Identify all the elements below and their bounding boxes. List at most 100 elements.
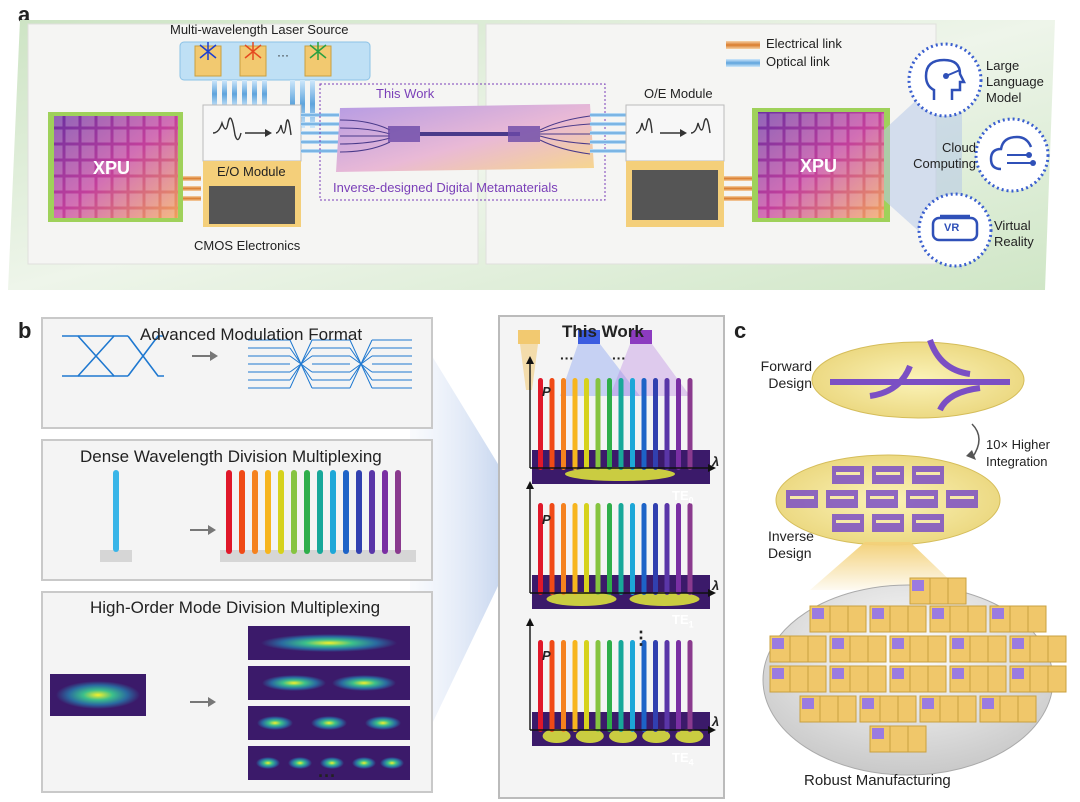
dwdm-title: Dense Wavelength Division Multiplexing — [80, 447, 382, 466]
panel-a-illustration — [8, 20, 1055, 290]
wdm-rod — [630, 503, 635, 595]
wafer-chip-pad — [772, 668, 784, 679]
mode-label-te4: TE4 — [672, 750, 694, 768]
inverse-block-slot — [876, 472, 900, 475]
cloud-circuit-icon — [989, 135, 1036, 171]
wafer-chip-pad — [922, 698, 934, 709]
dwdm-rod — [343, 470, 349, 554]
wafer-chip-pad — [952, 668, 964, 679]
inverse-block-slot — [916, 472, 940, 475]
inverse-block-slot — [876, 520, 900, 523]
wafer-chip-pad — [912, 580, 924, 591]
inverse-block-slot — [836, 520, 860, 523]
wafer-chip-pad — [772, 638, 784, 649]
wdm-rod — [572, 640, 578, 732]
vr-headset-icon: VR — [930, 214, 980, 244]
dwdm-rod — [369, 470, 375, 554]
wdm-rod — [561, 503, 566, 595]
this-work-dots-2: ··· — [612, 350, 626, 366]
wdm-rod — [664, 378, 670, 470]
wdm-rod — [664, 640, 670, 732]
app-vr-label: Virtual Reality — [994, 218, 1034, 249]
dwdm-rod — [330, 470, 336, 554]
p-axis-arrow — [526, 356, 534, 364]
wafer-chip-pad — [802, 698, 814, 709]
wafer-chips — [769, 577, 1067, 753]
wdm-rod — [584, 503, 589, 595]
wdm-rod — [653, 503, 658, 595]
wdm-rod — [653, 378, 658, 470]
mode-lobe — [642, 729, 671, 743]
ai-head-icon — [924, 58, 967, 100]
wdm-rod — [538, 503, 543, 595]
wafer-chip-pad — [812, 608, 824, 619]
wdm-rod — [561, 378, 566, 470]
advanced-modulation-title: Advanced Modulation Format — [140, 325, 363, 344]
laser-source-label: Multi-wavelength Laser Source — [170, 22, 349, 37]
dwdm-rod — [395, 470, 401, 554]
wafer-chip-pad — [1012, 638, 1024, 649]
wafer-chip-pad — [872, 728, 884, 739]
wdm-rod — [676, 378, 681, 470]
this-work-label: This Work — [376, 86, 435, 101]
wdm-rod — [549, 640, 555, 732]
panel-c-illustration — [762, 338, 1067, 776]
dwdm-rod — [226, 470, 232, 554]
wafer-chip-pad — [832, 668, 844, 679]
wdm-rod — [664, 503, 670, 595]
lambda-axis-label-1: λ — [712, 454, 720, 469]
mode-lobe — [675, 729, 704, 743]
wafer-chip-pad — [952, 638, 964, 649]
p-axis-arrow — [526, 481, 534, 489]
wdm-rod — [595, 640, 601, 732]
mode-lobe — [542, 729, 571, 743]
wafer-chip-pad — [832, 638, 844, 649]
dwdm-rod — [382, 470, 388, 554]
app-cloud-label: Cloud Computing — [913, 140, 976, 171]
lambda-axis-arrow — [708, 464, 716, 472]
wdm-rod — [676, 640, 681, 732]
wdm-rod — [607, 503, 612, 595]
wdm-rod — [549, 378, 555, 470]
mode-lobe — [629, 592, 700, 606]
inverse-block-slot — [830, 496, 854, 499]
wdm-rod — [641, 378, 647, 470]
wdm-rod — [641, 640, 647, 732]
wdm-rod — [595, 503, 601, 595]
manufacturing-label: Robust Manufacturing — [804, 772, 951, 789]
p-axis-label-1: P — [542, 384, 551, 399]
oe-module-label: O/E Module — [644, 86, 713, 101]
mdm-title: High-Order Mode Division Multiplexing — [90, 598, 381, 617]
vr-badge: VR — [944, 222, 960, 234]
legend-optical: Optical link — [766, 54, 830, 69]
wdm-rod — [687, 503, 693, 595]
p-axis-label-2: P — [542, 512, 551, 527]
inverse-design-blocks — [786, 466, 978, 532]
mode-lobe — [565, 467, 675, 481]
dwdm-rod — [252, 470, 258, 554]
p-axis-arrow — [526, 618, 534, 626]
wafer-chip-pad — [932, 608, 944, 619]
wdm-rod — [618, 640, 624, 732]
lambda-axis-arrow — [708, 726, 716, 734]
wdm-rod — [538, 378, 543, 470]
forward-design-label: Forward Design — [760, 358, 812, 391]
wdm-rod — [607, 640, 612, 732]
wafer-chip-pad — [892, 638, 904, 649]
wafer-chip-pad — [872, 608, 884, 619]
wdm-rod — [618, 378, 624, 470]
inverse-block-slot — [790, 496, 814, 499]
this-work-spectra — [526, 356, 716, 746]
legend-electrical: Electrical link — [766, 36, 842, 51]
wdm-rod — [653, 640, 658, 732]
lambda-axis-label-3: λ — [712, 714, 720, 729]
mode-lobe — [609, 729, 637, 743]
eo-module-label: E/O Module — [217, 164, 286, 179]
wdm-rod — [572, 378, 578, 470]
inverse-block-slot — [910, 496, 934, 499]
mode-lobe — [546, 592, 617, 606]
wdm-rod — [676, 503, 681, 595]
wafer-chip-pad — [992, 608, 1004, 619]
dwdm-rod — [278, 470, 284, 554]
app-llm-label: Large Language Model — [986, 58, 1044, 105]
